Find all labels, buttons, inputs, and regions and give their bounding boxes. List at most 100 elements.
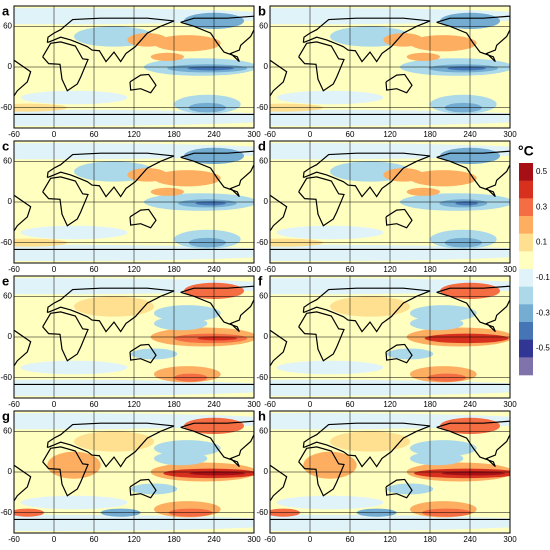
x-tick-label: 120: [127, 535, 141, 544]
coastline: [385, 478, 413, 499]
x-tick-label: 240: [463, 130, 477, 139]
anomaly-contour: [410, 35, 477, 52]
coastline: [42, 311, 89, 362]
anomaly-contour: [20, 90, 128, 105]
x-tick-label: 240: [207, 400, 221, 409]
anomaly-contour: [441, 471, 506, 476]
colorbar-tick-label: -0.1: [536, 273, 550, 282]
coastline: [42, 41, 89, 92]
map-panel: -60 0 60 120 180 240 300 60 0 -60 f: [256, 273, 517, 409]
x-tick-label: 60: [346, 400, 355, 409]
x-tick-label: 240: [207, 265, 221, 274]
y-tick-label: 60: [3, 21, 12, 30]
coastline: [302, 422, 431, 468]
x-tick-label: 0: [308, 400, 313, 409]
y-tick-label: -60: [256, 103, 268, 112]
anomaly-contour: [276, 360, 384, 375]
colorbar-swatch: [519, 357, 533, 376]
x-tick-label: 0: [52, 535, 57, 544]
x-tick-label: 180: [167, 265, 181, 274]
coastline: [46, 152, 175, 198]
x-tick-label: 120: [383, 535, 397, 544]
panel-frame: [13, 5, 255, 129]
anomaly-contour: [154, 451, 208, 466]
coastline: [14, 59, 32, 98]
panel-frame: [269, 140, 511, 264]
x-tick-label: -60: [264, 130, 276, 139]
coastline: [302, 152, 431, 198]
x-tick-label: 60: [90, 265, 99, 274]
anomaly-contour: [195, 201, 227, 206]
anomaly-contour: [276, 495, 384, 510]
panel-frame: [269, 410, 511, 534]
x-tick-label: 180: [167, 535, 181, 544]
panel-label: f: [258, 273, 263, 288]
anomaly-contour: [127, 168, 168, 182]
anomaly-contour: [330, 296, 410, 317]
x-tick-label: 180: [167, 400, 181, 409]
coastline: [14, 194, 32, 233]
x-tick-label: 180: [423, 130, 437, 139]
x-tick-label: 240: [207, 535, 221, 544]
coastline: [42, 446, 89, 497]
anomaly-contour: [383, 168, 424, 182]
map-panel: -60 0 60 120 180 240 300 60 0 -60 e: [0, 273, 261, 409]
coastline: [270, 329, 288, 368]
x-tick-label: 120: [127, 130, 141, 139]
map-panel: -60 0 60 120 180 240 300 60 0 -60 a: [0, 3, 261, 139]
x-tick-label: 180: [423, 535, 437, 544]
anomaly-contour: [20, 360, 128, 375]
panel-label: h: [258, 408, 266, 423]
anomaly-contour: [47, 451, 101, 479]
panel-frame: [269, 275, 511, 399]
coastline: [270, 464, 288, 503]
anomaly-contour: [406, 52, 441, 61]
colorbar-swatch: [519, 251, 533, 270]
coastline: [298, 446, 345, 497]
y-tick-label: -60: [0, 508, 12, 517]
x-tick-label: -60: [264, 535, 276, 544]
coastline: [129, 73, 157, 94]
x-tick-label: 240: [207, 130, 221, 139]
x-tick-label: 300: [503, 265, 517, 274]
panel-label: e: [2, 273, 9, 288]
y-tick-label: 60: [259, 291, 268, 300]
anomaly-contour: [410, 170, 477, 187]
anomaly-contour: [130, 483, 178, 495]
anomaly-contour: [20, 225, 128, 240]
anomaly-contour: [154, 35, 221, 52]
map-panel: -60 0 60 120 180 240 300 60 0 -60 h: [256, 408, 517, 544]
colorbar-tick-label: -0.3: [536, 308, 550, 317]
x-tick-label: 0: [52, 265, 57, 274]
x-tick-label: 300: [247, 400, 261, 409]
y-tick-label: 60: [3, 156, 12, 165]
y-tick-label: -60: [256, 238, 268, 247]
anomaly-contour: [150, 187, 184, 196]
x-tick-label: 300: [503, 400, 517, 409]
map-panel: -60 0 60 120 180 240 300 60 0 -60 b: [256, 3, 517, 139]
x-tick-label: 300: [503, 535, 517, 544]
map-panel: -60 0 60 120 180 240 300 60 0 -60 c: [0, 138, 261, 274]
y-tick-label: 0: [264, 332, 269, 341]
panel-label: c: [2, 138, 9, 153]
x-tick-label: 180: [167, 130, 181, 139]
y-tick-label: 60: [3, 291, 12, 300]
colorbar-tick-label: 0.1: [536, 238, 548, 247]
coastline: [298, 176, 345, 227]
y-tick-label: -60: [0, 238, 12, 247]
x-tick-label: 180: [423, 265, 437, 274]
x-tick-label: -60: [264, 400, 276, 409]
x-tick-label: 120: [383, 400, 397, 409]
coastline: [46, 287, 175, 333]
x-tick-label: 240: [463, 535, 477, 544]
coastline: [129, 343, 157, 364]
x-tick-label: 60: [346, 535, 355, 544]
map-panel: -60 0 60 120 180 240 300 60 0 -60 g: [0, 408, 261, 544]
x-tick-label: -60: [8, 265, 20, 274]
anomaly-contour: [276, 225, 384, 240]
map-panel: -60 0 60 120 180 240 300 60 0 -60 d: [256, 138, 517, 274]
colorbar-swatch: [519, 216, 533, 234]
y-tick-label: 0: [8, 62, 13, 71]
panel-frame: [13, 275, 255, 399]
